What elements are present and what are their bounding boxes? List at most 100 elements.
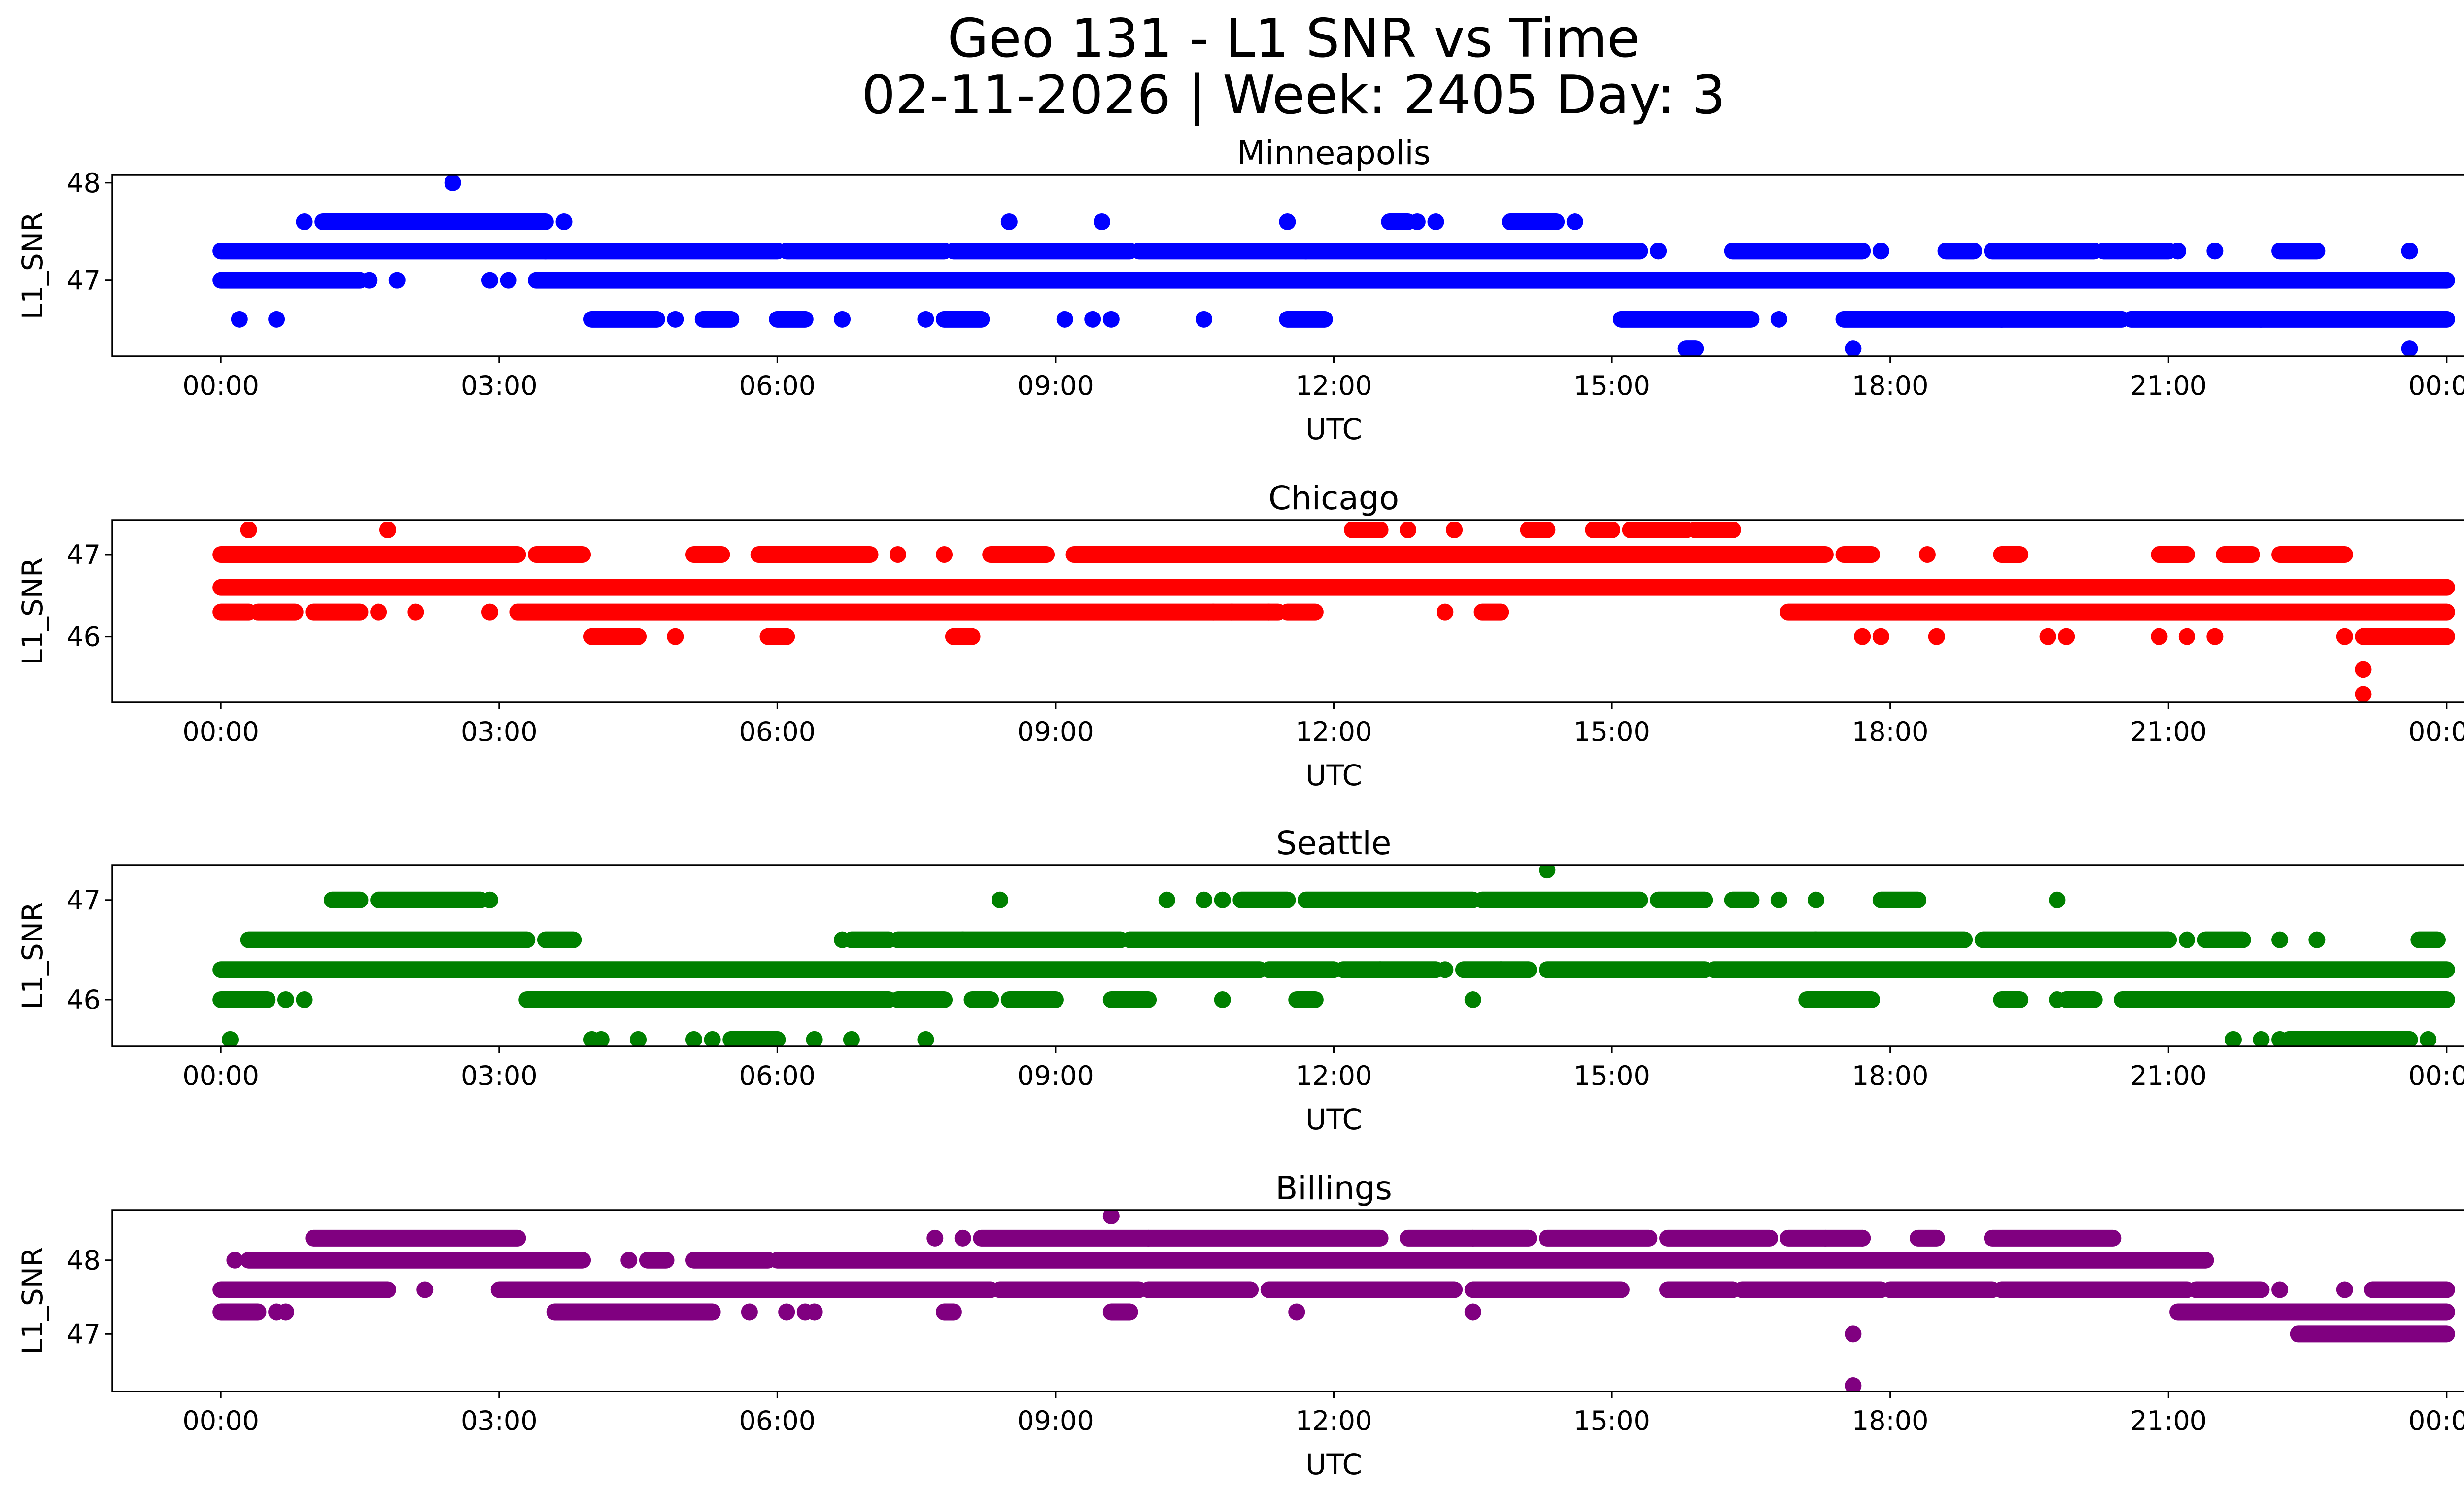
data-point — [2336, 628, 2353, 645]
seattle-panel: Seattle 00:00 03:00 06:00 09:00 12:00 15:00 18:… — [16, 824, 2464, 1136]
panel-title: Minneapolis — [1237, 134, 1431, 172]
data-point — [1816, 1229, 1834, 1247]
data-point — [1808, 891, 1825, 908]
y-axis-label: L1_SNR — [16, 902, 49, 1010]
x-tick-label: 18:00 — [1852, 716, 1929, 747]
data-point — [1214, 891, 1231, 908]
chicago-data-points — [212, 522, 2455, 702]
data-point — [667, 311, 684, 328]
data-point — [1446, 522, 1463, 538]
data-point — [1400, 522, 1417, 538]
data-point — [834, 311, 851, 328]
data-point — [1650, 243, 1667, 260]
y-tick-label: 48 — [67, 1245, 101, 1276]
data-point — [1196, 891, 1213, 908]
data-point — [240, 522, 257, 538]
chart-panels: Minneapolis 00:00 03:00 06:00 09:00 12:00 15:0… — [16, 134, 2464, 1481]
data-point — [481, 891, 498, 908]
y-axis-label: L1_SNR — [16, 212, 49, 320]
data-point — [1047, 1281, 1064, 1298]
data-point — [1260, 603, 1277, 621]
data-point — [1464, 1303, 1481, 1321]
billings-data-points — [212, 1210, 2455, 1391]
x-tick-label: 15:00 — [1574, 716, 1650, 747]
data-point — [889, 546, 906, 563]
data-point — [277, 1303, 294, 1321]
data-point — [2355, 661, 2372, 678]
x-tick-label: 00:00 — [2408, 1405, 2464, 1436]
data-point — [1464, 991, 1481, 1008]
chicago-panel: Chicago 00:00 03:00 06:00 09:00 12:00 15:00 18:… — [16, 479, 2464, 792]
data-point — [268, 311, 285, 328]
data-point — [2271, 931, 2289, 948]
data-point — [277, 991, 294, 1008]
y-axis-label: L1_SNR — [16, 557, 49, 665]
data-point — [2178, 931, 2195, 948]
x-axis-label: UTC — [1305, 759, 1362, 792]
panel-title: Billings — [1275, 1169, 1392, 1207]
panel-title: Chicago — [1268, 479, 1399, 517]
data-point — [2401, 243, 2418, 260]
billings-panel: Billings 00:00 03:00 06:00 09:00 12:00 15:00 18… — [16, 1169, 2464, 1481]
data-point — [222, 1031, 239, 1046]
x-tick-label: 00:00 — [182, 370, 259, 401]
data-point — [379, 522, 396, 538]
x-tick-label: 00:00 — [182, 716, 259, 747]
data-point — [620, 1252, 638, 1269]
data-point — [1196, 311, 1213, 328]
data-point — [296, 213, 313, 230]
data-point — [1918, 546, 1936, 563]
y-tick-label: 46 — [67, 984, 101, 1015]
data-point — [1094, 213, 1111, 230]
x-tick-label: 06:00 — [739, 1060, 816, 1091]
data-point — [1084, 311, 1101, 328]
x-tick-label: 12:00 — [1296, 1405, 1372, 1436]
data-point — [1845, 340, 1862, 356]
data-point — [592, 1031, 610, 1046]
data-point — [834, 931, 851, 948]
x-tick-label: 00:00 — [182, 1060, 259, 1091]
y-tick-label: 46 — [67, 622, 101, 653]
y-axis-label: L1_SNR — [16, 1247, 49, 1355]
data-point — [2058, 628, 2075, 645]
data-point — [1427, 213, 1444, 230]
data-point — [388, 272, 406, 289]
x-tick-label: 18:00 — [1852, 370, 1929, 401]
data-point — [2224, 1031, 2242, 1046]
x-tick-label: 03:00 — [461, 1060, 538, 1091]
data-point — [407, 603, 424, 621]
data-point — [806, 1031, 823, 1046]
data-point — [1408, 213, 1426, 230]
x-tick-label: 03:00 — [461, 716, 538, 747]
x-tick-label: 00:00 — [2408, 1060, 2464, 1091]
data-point — [926, 1229, 944, 1247]
data-point — [1223, 603, 1240, 621]
data-point — [2308, 931, 2326, 948]
x-axis-label: UTC — [1305, 413, 1362, 446]
data-point — [2049, 991, 2066, 1008]
data-point — [555, 213, 573, 230]
data-point — [226, 1252, 243, 1269]
data-point — [2401, 340, 2418, 356]
data-point — [917, 311, 934, 328]
data-point — [954, 1229, 971, 1247]
y-tick-label: 47 — [67, 1319, 101, 1350]
data-point — [1845, 1325, 1862, 1343]
data-point — [296, 991, 313, 1008]
data-point — [1279, 213, 1296, 230]
data-point — [704, 1031, 721, 1046]
data-point — [685, 1031, 702, 1046]
data-point — [1371, 961, 1389, 978]
x-axis-label: UTC — [1305, 1448, 1362, 1481]
x-tick-label: 06:00 — [739, 716, 816, 747]
data-point — [1872, 243, 1889, 260]
data-point — [936, 546, 953, 563]
data-point — [843, 1031, 860, 1046]
data-point — [2336, 1281, 2353, 1298]
data-point — [1928, 628, 1945, 645]
x-tick-label: 00:00 — [2408, 716, 2464, 747]
data-point — [444, 175, 461, 191]
minneapolis-panel: Minneapolis 00:00 03:00 06:00 09:00 12:00 15:0… — [16, 134, 2464, 446]
x-tick-label: 03:00 — [461, 370, 538, 401]
data-point — [2169, 243, 2187, 260]
